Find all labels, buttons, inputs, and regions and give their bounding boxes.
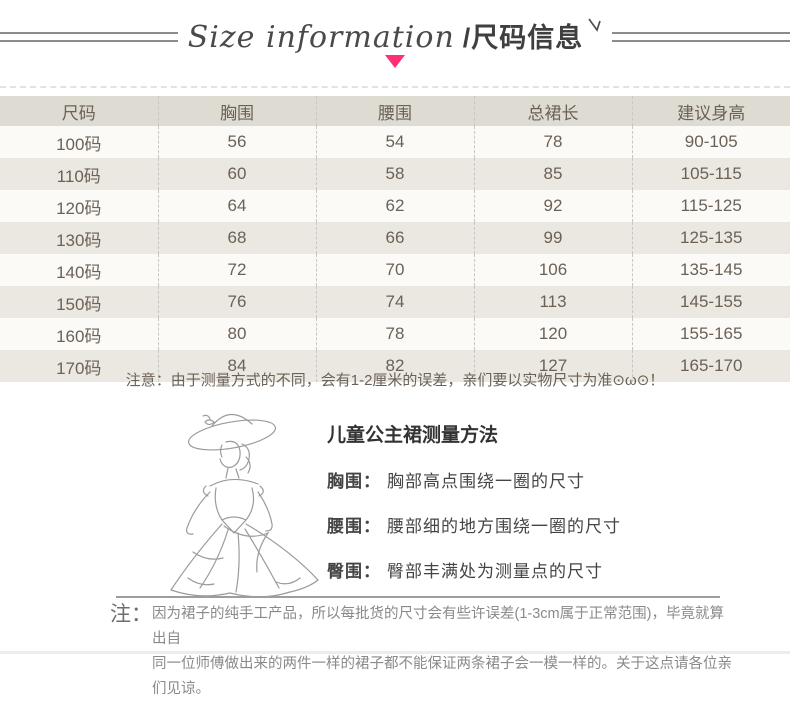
table-row: 120码 64 62 92 115-125	[0, 190, 790, 222]
measurement-guide-title: 儿童公主裙测量方法	[327, 425, 499, 446]
header-rule-right	[612, 31, 790, 42]
size-cell: 160码	[56, 326, 102, 346]
value-cell: 76	[157, 286, 316, 318]
size-cell: 120码	[56, 198, 102, 218]
dashed-divider	[0, 86, 790, 88]
guide-item-hip: 臀围： 臀部丰满处为测量点的尺寸	[327, 557, 621, 582]
table-row: 100码 56 54 78 90-105	[0, 126, 790, 158]
value-cell: 155-165	[631, 318, 790, 350]
size-cell: 100码	[56, 134, 102, 154]
size-cell: 130码	[56, 230, 102, 250]
guide-item-waist-desc: 腰部细的地方围绕一圈的尺寸	[387, 517, 621, 536]
value-cell: 74	[315, 286, 474, 318]
size-table-col-header: 腰围	[315, 96, 474, 126]
size-table-col-header: 胸围	[157, 96, 316, 126]
value-cell: 80	[157, 318, 316, 350]
page-title: Size information /尺码信息	[178, 16, 613, 55]
value-cell: 66	[315, 222, 474, 254]
value-cell: 90-105	[631, 126, 790, 158]
size-cell: 170码	[56, 358, 102, 378]
page-title-en: Size information	[187, 20, 455, 55]
value-cell: 135-145	[631, 254, 790, 286]
table-row: 170码 84 82 127 165-170	[0, 350, 790, 382]
value-cell: 106	[473, 254, 632, 286]
value-cell: 85	[473, 158, 632, 190]
down-triangle-icon	[385, 55, 405, 68]
value-cell: 70	[315, 254, 474, 286]
size-table: 尺码 胸围 腰围 总裙长 建议身高 100码 56 54 78 90-105 110码 60 58 85…	[0, 96, 790, 382]
value-cell: 105-115	[631, 158, 790, 190]
footnote-rule	[116, 596, 720, 598]
value-cell: 72	[157, 254, 316, 286]
table-row: 110码 60 58 85 105-115	[0, 158, 790, 190]
guide-item-hip-label: 臀围：	[327, 562, 381, 581]
measure-tolerance-note: 注意：由于测量方式的不同，会有1-2厘米的误差，亲们要以实物尺寸为准⊙ω⊙！	[125, 372, 665, 389]
size-table-col-header: 尺码	[0, 96, 158, 126]
value-cell: 78	[473, 126, 632, 158]
table-row: 130码 68 66 99 125-135	[0, 222, 790, 254]
size-table-body: 100码 56 54 78 90-105 110码 60 58 85 105-115 120码 64 6…	[0, 126, 790, 382]
value-cell: 62	[315, 190, 474, 222]
value-cell: 120	[473, 318, 632, 350]
value-cell: 68	[157, 222, 316, 254]
value-cell: 113	[473, 286, 632, 318]
value-cell: 82	[315, 350, 474, 382]
guide-item-waist: 腰围： 腰部细的地方围绕一圈的尺寸	[327, 512, 621, 537]
princess-illustration	[158, 402, 333, 602]
value-cell: 92	[473, 190, 632, 222]
table-row: 160码 80 78 120 155-165	[0, 318, 790, 350]
value-cell: 84	[157, 350, 316, 382]
value-cell: 54	[315, 126, 474, 158]
value-cell: 145-155	[631, 286, 790, 318]
size-table-col-header: 总裙长	[473, 96, 632, 126]
value-cell: 78	[315, 318, 474, 350]
value-cell: 64	[157, 190, 316, 222]
page-title-zh: /尺码信息	[462, 23, 584, 53]
bottom-edge-strip	[0, 651, 790, 654]
table-row: 140码 72 70 106 135-145	[0, 254, 790, 286]
value-cell: 99	[473, 222, 632, 254]
header-rule-left	[0, 31, 178, 42]
guide-item-chest: 胸围： 胸部高点围绕一圈的尺寸	[327, 467, 621, 492]
guide-item-waist-label: 腰围：	[327, 517, 381, 536]
value-cell: 115-125	[631, 190, 790, 222]
guide-item-chest-label: 胸围：	[327, 472, 381, 491]
measurement-guide: 儿童公主裙测量方法 胸围： 胸部高点围绕一圈的尺寸 腰围： 腰部细的地方围绕一圈的尺…	[327, 420, 621, 582]
size-cell: 150码	[56, 294, 102, 314]
size-cell: 140码	[56, 262, 102, 282]
size-cell: 110码	[56, 166, 101, 186]
value-cell: 60	[157, 158, 316, 190]
footnote-line2: 同一位师傅做出来的两件一样的裙子都不能保证两条裙子会一模一样的。关于这点请各位亲…	[152, 656, 732, 697]
value-cell: 56	[157, 126, 316, 158]
value-cell: 125-135	[631, 222, 790, 254]
guide-item-chest-desc: 胸部高点围绕一圈的尺寸	[387, 472, 585, 491]
value-cell: 58	[315, 158, 474, 190]
guide-item-hip-desc: 臀部丰满处为测量点的尺寸	[387, 562, 603, 581]
footnote-label: 注：	[110, 603, 152, 626]
check-flourish-icon	[587, 18, 602, 38]
size-table-header: 尺码 胸围 腰围 总裙长 建议身高	[0, 96, 790, 126]
value-cell: 165-170	[631, 350, 790, 382]
footnote-line1: 因为裙子的纯手工产品，所以每批货的尺寸会有些许误差(1-3cm属于正常范围)，毕…	[152, 606, 724, 647]
value-cell: 127	[473, 350, 632, 382]
size-table-col-header: 建议身高	[631, 96, 790, 126]
table-row: 150码 76 74 113 145-155	[0, 286, 790, 318]
section-header: Size information /尺码信息	[0, 16, 790, 55]
